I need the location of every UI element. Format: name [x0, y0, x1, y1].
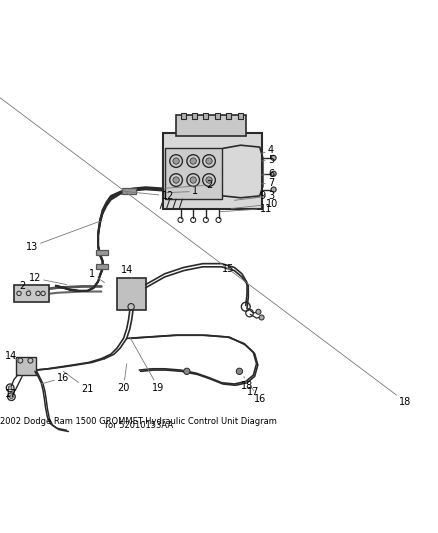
- Text: 12: 12: [28, 273, 67, 285]
- Bar: [237, 113, 243, 119]
- Bar: [122, 188, 136, 194]
- Bar: [96, 250, 108, 255]
- Text: 11: 11: [220, 204, 272, 214]
- Text: 5: 5: [261, 155, 274, 165]
- Circle shape: [10, 395, 13, 399]
- Text: 4: 4: [261, 146, 274, 155]
- Circle shape: [271, 187, 276, 192]
- Text: 16: 16: [41, 373, 70, 384]
- Text: 7: 7: [261, 178, 274, 188]
- Text: 14: 14: [5, 351, 19, 361]
- Bar: [192, 113, 197, 119]
- Text: 2: 2: [165, 180, 212, 190]
- Circle shape: [271, 171, 276, 176]
- Bar: [165, 148, 222, 199]
- Bar: [16, 358, 36, 375]
- Bar: [96, 264, 108, 269]
- Text: 3: 3: [234, 191, 274, 201]
- Text: 18: 18: [0, 98, 412, 407]
- Bar: [117, 278, 146, 310]
- Text: 9: 9: [253, 191, 265, 201]
- Text: 13: 13: [25, 221, 100, 252]
- Circle shape: [8, 386, 12, 390]
- Text: 6: 6: [261, 169, 274, 179]
- Bar: [215, 113, 220, 119]
- Text: 21: 21: [64, 372, 94, 394]
- Circle shape: [184, 368, 190, 375]
- Text: 2002 Dodge Ram 1500 GROMMET-Hydraulic Control Unit Diagram: 2002 Dodge Ram 1500 GROMMET-Hydraulic Co…: [0, 417, 277, 426]
- Text: 10: 10: [231, 199, 279, 209]
- Bar: [14, 285, 49, 302]
- Bar: [163, 133, 261, 208]
- Text: for 52010153AA: for 52010153AA: [105, 421, 173, 430]
- Text: 19: 19: [130, 337, 165, 393]
- Text: 17: 17: [5, 388, 18, 399]
- Bar: [176, 116, 246, 136]
- Circle shape: [256, 309, 261, 314]
- Circle shape: [190, 158, 196, 164]
- Circle shape: [259, 315, 264, 320]
- Text: 17: 17: [246, 382, 260, 397]
- Text: 15: 15: [222, 264, 234, 274]
- Text: 20: 20: [117, 364, 130, 393]
- Bar: [180, 113, 186, 119]
- Text: 14: 14: [120, 265, 133, 278]
- Circle shape: [190, 177, 196, 183]
- Text: 16: 16: [250, 386, 266, 403]
- Text: 18: 18: [241, 376, 253, 391]
- Circle shape: [173, 177, 179, 183]
- Text: 12: 12: [125, 191, 174, 201]
- Circle shape: [206, 158, 212, 164]
- Text: 1: 1: [165, 187, 198, 197]
- Circle shape: [206, 177, 212, 183]
- Text: 1: 1: [89, 269, 105, 282]
- Circle shape: [236, 368, 243, 375]
- Circle shape: [271, 155, 276, 160]
- Bar: [203, 113, 208, 119]
- Circle shape: [173, 158, 179, 164]
- Bar: [226, 113, 231, 119]
- Text: 2: 2: [19, 281, 30, 292]
